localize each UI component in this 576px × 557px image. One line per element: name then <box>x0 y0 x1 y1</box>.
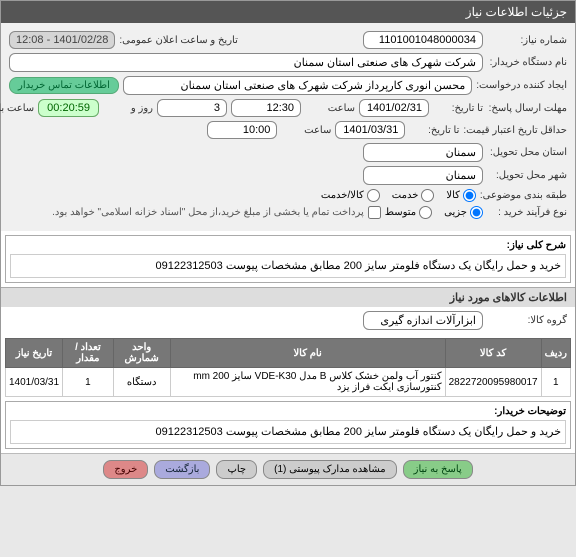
table-header-row: ردیف کد کالا نام کالا واحد شمارش تعداد /… <box>6 339 571 368</box>
category-radios: کالا خدمت کالا/خدمت <box>321 189 476 202</box>
validity-label: حداقل تاریخ اعتبار قیمت: <box>463 125 567 136</box>
header-title: جزئیات اطلاعات نیاز <box>466 5 567 19</box>
footer-bar: پاسخ به نیاز مشاهده مدارک پیوستی (1) چاپ… <box>1 453 575 485</box>
payment-note: پرداخت تمام یا بخشی از مبلغ خرید،از محل … <box>52 207 364 218</box>
buyer-org-field: شرکت شهرک های صنعتی استان سمنان <box>9 53 483 72</box>
td-unit: دستگاه <box>113 368 170 397</box>
cat-goods-option[interactable]: کالا <box>446 189 476 202</box>
deadline-from-label: تا تاریخ: <box>433 103 483 114</box>
payment-checkbox-line: پرداخت تمام یا بخشی از مبلغ خرید،از محل … <box>52 206 381 219</box>
panel-header: جزئیات اطلاعات نیاز <box>1 1 575 23</box>
th-qty: تعداد / مقدار <box>63 339 114 368</box>
validity-date-field: 1401/03/31 <box>335 121 405 139</box>
buyer-org-label: نام دستگاه خریدار: <box>487 57 567 68</box>
th-unit: واحد شمارش <box>113 339 170 368</box>
table-row: 1 2822720095980017 کنتور آب ولمن خشک کلا… <box>6 368 571 397</box>
need-number-label: شماره نیاز: <box>487 35 567 46</box>
th-name: نام کالا <box>170 339 445 368</box>
city-field: سمنان <box>363 166 483 185</box>
need-desc-label: شرح کلی نیاز: <box>10 240 566 251</box>
buyer-notes-text: خرید و حمل رایگان یک دستگاه فلومتر سایز … <box>10 420 566 444</box>
exit-button[interactable]: خروج <box>103 460 148 479</box>
form-area: شماره نیاز: 1101001048000034 تاریخ و ساع… <box>1 23 575 231</box>
time-label-2: ساعت <box>281 125 331 136</box>
print-button[interactable]: چاپ <box>216 460 257 479</box>
td-date: 1401/03/31 <box>6 368 63 397</box>
deadline-date-field: 1401/02/31 <box>359 99 429 117</box>
cat-both-option[interactable]: کالا/خدمت <box>321 189 380 202</box>
td-name: کنتور آب ولمن خشک کلاس B مدل VDE-K30 سای… <box>170 368 445 397</box>
td-code: 2822720095980017 <box>445 368 541 397</box>
td-row: 1 <box>541 368 570 397</box>
main-panel: جزئیات اطلاعات نیاز شماره نیاز: 11010010… <box>0 0 576 486</box>
public-date-field: 1401/02/28 - 12:08 <box>9 31 115 49</box>
need-desc-box: شرح کلی نیاز: خرید و حمل رایگان یک دستگا… <box>5 235 571 283</box>
items-table: ردیف کد کالا نام کالا واحد شمارش تعداد /… <box>5 338 571 397</box>
remaining-label: ساعت باقی مانده <box>0 103 34 114</box>
items-section-title: اطلاعات کالاهای مورد نیاز <box>1 287 575 307</box>
process-radios: جزیی متوسط <box>385 206 483 219</box>
cat-service-radio[interactable] <box>421 189 434 202</box>
td-qty: 1 <box>63 368 114 397</box>
back-button[interactable]: بازگشت <box>154 460 210 479</box>
th-row: ردیف <box>541 339 570 368</box>
buyer-notes-label: توضیحات خریدار: <box>10 406 566 417</box>
payment-checkbox[interactable] <box>368 206 381 219</box>
cat-goods-radio[interactable] <box>463 189 476 202</box>
buyer-notes-box: توضیحات خریدار: خرید و حمل رایگان یک دست… <box>5 401 571 449</box>
process-label: نوع فرآیند خرید : <box>487 207 567 218</box>
category-label: طبقه بندی موضوعی: <box>480 190 567 201</box>
items-table-wrap: ردیف کد کالا نام کالا واحد شمارش تعداد /… <box>5 338 571 397</box>
need-number-field: 1101001048000034 <box>363 31 483 49</box>
th-date: تاریخ نیاز <box>6 339 63 368</box>
validity-from-label: تا تاریخ: <box>409 125 459 136</box>
time-label-1: ساعت <box>305 103 355 114</box>
proc-medium-radio[interactable] <box>419 206 432 219</box>
city-label: شهر محل تحویل: <box>487 170 567 181</box>
proc-medium-option[interactable]: متوسط <box>385 206 432 219</box>
public-date-label: تاریخ و ساعت اعلان عمومی: <box>119 35 238 46</box>
proc-partial-option[interactable]: جزیی <box>444 206 483 219</box>
cat-both-radio[interactable] <box>367 189 380 202</box>
deadline-time-field: 12:30 <box>231 99 301 117</box>
contact-button[interactable]: اطلاعات تماس خریدار <box>9 77 119 94</box>
attachments-button[interactable]: مشاهده مدارک پیوستی (1) <box>263 460 397 479</box>
requester-field: محسن انوری کارپرداز شرکت شهرک های صنعتی … <box>123 76 472 95</box>
group-field: ابزارآلات اندازه گیری <box>363 311 483 330</box>
requester-label: ایجاد کننده درخواست: <box>476 80 567 91</box>
days-field: 3 <box>157 99 227 117</box>
countdown-field: 00:20:59 <box>38 99 99 117</box>
province-label: استان محل تحویل: <box>487 147 567 158</box>
validity-time-field: 10:00 <box>207 121 277 139</box>
province-field: سمنان <box>363 143 483 162</box>
group-label: گروه کالا: <box>487 315 567 326</box>
deadline-label: مهلت ارسال پاسخ: <box>487 103 567 114</box>
need-desc-text: خرید و حمل رایگان یک دستگاه فلومتر سایز … <box>10 254 566 278</box>
th-code: کد کالا <box>445 339 541 368</box>
reply-button[interactable]: پاسخ به نیاز <box>403 460 473 479</box>
days-label: روز و <box>103 103 153 114</box>
proc-partial-radio[interactable] <box>470 206 483 219</box>
cat-service-option[interactable]: خدمت <box>392 189 435 202</box>
